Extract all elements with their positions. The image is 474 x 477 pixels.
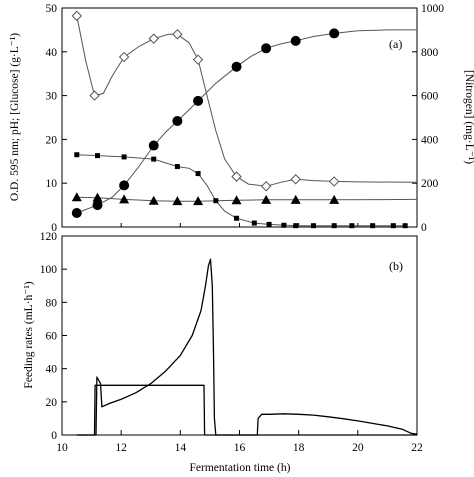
- panel-b-x-tick-label: 14: [175, 442, 187, 454]
- panel-a-left-tick-label: 50: [46, 3, 58, 15]
- series-line-glucose: [76, 15, 418, 187]
- panel-b-x-tick-label: 20: [352, 442, 364, 454]
- data-point-glucose: [172, 29, 183, 40]
- data-point-ph: [148, 195, 159, 205]
- data-point-nitrogen: [266, 221, 272, 227]
- panel-a-label: (a): [389, 37, 402, 51]
- panel-a-right-tick-label: 1000: [421, 3, 444, 15]
- data-point-nitrogen: [310, 223, 316, 229]
- data-point-nitrogen: [234, 215, 240, 221]
- panel-b-x-tick-label: 12: [115, 442, 127, 454]
- data-point-nitrogen: [251, 220, 257, 226]
- data-point-glucose: [89, 90, 100, 101]
- data-point-ph: [290, 194, 301, 204]
- data-point-nitrogen: [281, 222, 287, 228]
- panel-a-left-ticks: 0 10 20 30 40 50: [46, 3, 418, 234]
- x-axis-label: Fermentation time (h): [190, 462, 291, 474]
- data-point-nitrogen: [74, 152, 80, 158]
- panel-a-left-tick-label: 0: [51, 222, 57, 234]
- panel-b-x-tick-label: 10: [56, 442, 68, 454]
- panel-b-y-axis-label: Feeding rates (mL·h⁻¹): [23, 281, 35, 388]
- series-line-nitrogen: [76, 154, 406, 227]
- panel-b-series-lines: [76, 258, 418, 436]
- panel-b-x-tick-label: 16: [234, 442, 246, 454]
- data-point-ph: [92, 192, 103, 202]
- data-point-glucose: [148, 33, 159, 44]
- panel-b-x-tick-label: 18: [293, 442, 305, 454]
- panel-a-right-tick-label: 800: [421, 47, 439, 59]
- panel-b-y-tick-label: 20: [46, 397, 58, 409]
- data-point-od: [172, 116, 183, 127]
- data-point-nitrogen: [390, 223, 396, 229]
- data-point-ph: [329, 194, 340, 204]
- data-point-glucose: [192, 54, 204, 65]
- series-line-constant-feed: [76, 384, 417, 436]
- data-point-nitrogen: [402, 223, 408, 229]
- series-line-ph: [76, 196, 418, 202]
- panel-a-right-tick-label: 400: [421, 134, 439, 146]
- panel-b-frame: [61, 235, 418, 436]
- panel-a-left-tick-label: 10: [46, 178, 58, 190]
- data-point-nitrogen: [213, 198, 219, 204]
- panel-b-y-tick-label: 0: [51, 430, 57, 442]
- panel-a-series-lines: [76, 15, 418, 227]
- data-point-od: [119, 180, 130, 191]
- data-point-ph: [231, 195, 242, 205]
- data-point-glucose: [71, 10, 82, 22]
- panel-a-right-tick-label: 200: [421, 178, 439, 190]
- data-point-nitrogen: [95, 153, 100, 159]
- panel-b: 0 20 40 60 80 100 120 10 12 14 16 18 20 22 (b) Feedi…: [23, 231, 423, 474]
- data-point-od: [148, 140, 159, 151]
- panel-a-series-markers: [71, 10, 408, 229]
- panel-a-right-tick-label: 0: [421, 222, 427, 234]
- data-point-nitrogen: [293, 223, 299, 229]
- data-point-od: [193, 95, 204, 106]
- data-point-ph: [119, 194, 130, 204]
- data-point-od: [92, 200, 103, 211]
- data-point-nitrogen: [331, 223, 337, 229]
- data-point-nitrogen: [370, 223, 376, 229]
- data-point-glucose: [260, 181, 272, 192]
- data-point-od: [231, 61, 242, 72]
- data-point-glucose: [231, 171, 242, 182]
- panel-a-left-tick-label: 30: [46, 91, 58, 103]
- data-point-ph: [193, 196, 204, 206]
- panel-b-y-tick-label: 80: [46, 297, 58, 309]
- data-point-ph: [261, 194, 272, 204]
- panel-b-x-ticks: 10 12 14 16 18 20 22: [56, 430, 423, 454]
- data-point-nitrogen: [151, 156, 157, 162]
- data-point-nitrogen: [349, 223, 355, 229]
- data-point-od: [261, 43, 272, 54]
- panel-a-right-tick-label: 600: [421, 91, 439, 103]
- data-point-nitrogen: [174, 164, 180, 170]
- panel-b-y-tick-label: 60: [46, 331, 58, 343]
- panel-a-left-tick-label: 40: [46, 47, 58, 59]
- panel-a-right-axis-label: [Nitrogen] (mg·L⁻¹): [463, 70, 474, 164]
- data-point-od: [71, 207, 82, 218]
- panel-a: 0 10 20 30 40 50 0 200 400 600 800 1000 (a) O.D. 5…: [9, 3, 474, 234]
- data-point-od: [329, 28, 340, 39]
- data-point-ph: [71, 192, 82, 202]
- series-line-od: [76, 29, 417, 214]
- data-point-nitrogen: [121, 154, 127, 160]
- panel-b-y-tick-label: 40: [46, 364, 58, 376]
- data-point-ph: [172, 196, 183, 206]
- panel-b-x-tick-label: 22: [411, 442, 423, 454]
- panel-b-y-tick-label: 120: [40, 231, 58, 243]
- data-point-nitrogen: [195, 171, 201, 177]
- panel-b-y-tick-label: 100: [40, 264, 58, 276]
- panel-a-right-ticks: 0 200 400 600 800 1000: [412, 3, 444, 234]
- data-point-glucose: [328, 176, 340, 187]
- data-point-glucose: [118, 51, 130, 63]
- data-point-od: [290, 35, 301, 46]
- series-line-exponential-feed: [76, 258, 418, 436]
- panel-b-label: (b): [389, 259, 403, 273]
- panel-a-left-tick-label: 20: [46, 134, 58, 146]
- panel-a-left-axis-label: O.D. 595 nm; pH; [Glucose] (g·L⁻¹): [9, 33, 21, 201]
- data-point-glucose: [290, 174, 301, 185]
- panel-b-left-ticks: 0 20 40 60 80 100 120: [40, 231, 67, 442]
